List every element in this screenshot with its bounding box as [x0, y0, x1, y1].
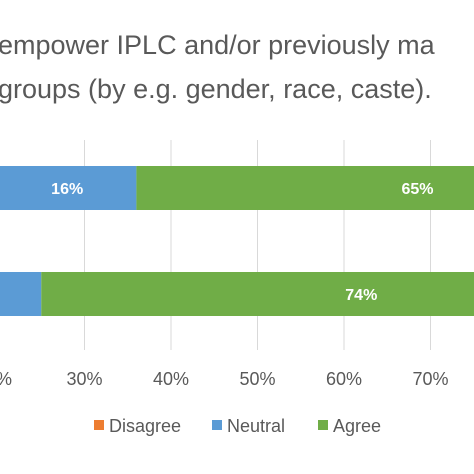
- bar-neutral-0: [0, 166, 137, 210]
- chart-title-line-2: groups (by e.g. gender, race, caste).: [0, 74, 432, 104]
- bars: [0, 166, 474, 316]
- legend-swatch-disagree: [94, 420, 104, 430]
- bar-agree-0: [136, 166, 474, 210]
- x-tick-label-5: 70%: [412, 369, 448, 389]
- legend-label-disagree: Disagree: [109, 416, 181, 436]
- bar-neutral-1: [0, 272, 42, 316]
- legend-swatch-neutral: [212, 420, 222, 430]
- legend: Disagree Neutral Agree: [94, 416, 381, 436]
- chart-title-line-1: empower IPLC and/or previously ma: [0, 30, 436, 60]
- x-axis-ticks: % 30% 40% 50% 60% 70%: [0, 369, 449, 389]
- x-tick-label-2: 40%: [153, 369, 189, 389]
- data-label-neutral-0: 16%: [51, 181, 83, 198]
- data-label-agree-0: 65%: [402, 181, 434, 198]
- x-tick-label-1: 30%: [66, 369, 102, 389]
- legend-label-agree: Agree: [333, 416, 381, 436]
- data-label-agree-1: 74%: [345, 287, 377, 304]
- data-labels: 16% 65% 74%: [51, 181, 433, 304]
- chart-title: empower IPLC and/or previously ma groups…: [0, 30, 436, 104]
- x-tick-label-0: %: [0, 369, 12, 389]
- legend-label-neutral: Neutral: [227, 416, 285, 436]
- bar-agree-1: [41, 272, 474, 316]
- x-tick-label-3: 50%: [239, 369, 275, 389]
- legend-swatch-agree: [318, 420, 328, 430]
- x-tick-label-4: 60%: [326, 369, 362, 389]
